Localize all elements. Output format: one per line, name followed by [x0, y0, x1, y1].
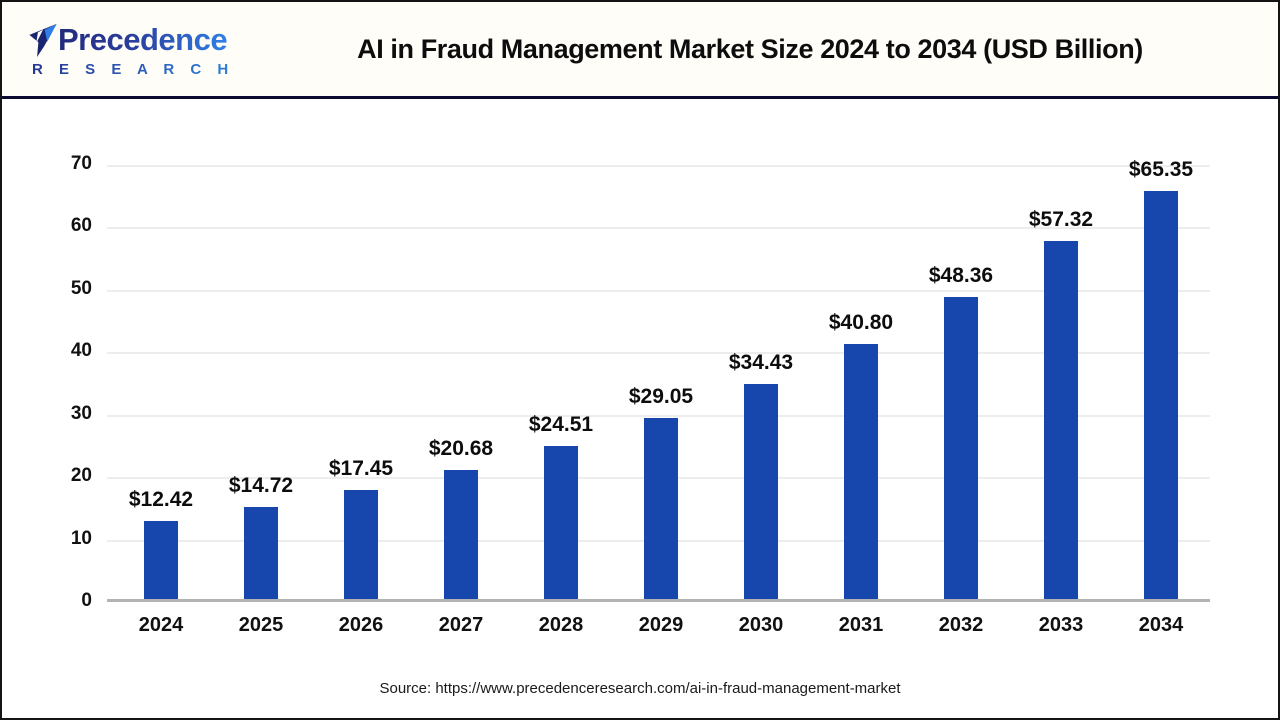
x-axis-tick-label: 2034 [1138, 614, 1184, 636]
bar-value-label: $40.80 [828, 311, 894, 335]
bar-2026 [344, 490, 378, 599]
gridline [107, 289, 1210, 292]
y-axis-tick-label: 0 [81, 590, 92, 611]
plot-area: $12.42 $14.72 $17.45 $20.68 $24.51 $29.05 $34.… [107, 158, 1210, 602]
bar-2025 [244, 507, 278, 599]
bar-value-label: $48.36 [928, 264, 994, 288]
y-axis-tick-label: 40 [70, 340, 92, 362]
x-axis-tick-label: 2030 [738, 614, 784, 636]
bar-value-label: $17.45 [328, 457, 394, 481]
y-axis-tick-label: 50 [70, 277, 92, 299]
bar-value-label: $20.68 [428, 436, 494, 460]
x-axis-tick-label: 2033 [1038, 614, 1084, 636]
logo-brand-subtitle: R E S E A R C H [26, 61, 252, 78]
y-axis-tick-label: 30 [70, 402, 92, 424]
bar-value-label: $12.42 [128, 488, 194, 512]
gridline [107, 414, 1210, 417]
x-axis-tick-label: 2029 [638, 614, 684, 636]
bar-value-label: $65.35 [1128, 158, 1194, 182]
y-axis-tick-label: 60 [70, 215, 92, 237]
bar-2028 [544, 446, 578, 599]
bar-value-label: $57.32 [1028, 208, 1094, 232]
page-title: AI in Fraud Management Market Size 2024 … [357, 33, 1143, 64]
y-axis-tick-label: 70 [70, 153, 92, 174]
gridline [107, 165, 1210, 167]
x-axis-tick-label: 2032 [938, 614, 984, 636]
precedence-logo-icon [29, 23, 57, 57]
gridline [107, 227, 1210, 230]
bar-2027 [444, 469, 478, 599]
bar-2029 [644, 417, 678, 599]
logo-brand-name: Precedence [58, 22, 228, 57]
x-axis-tick-label: 2027 [438, 614, 484, 636]
x-axis-tick-label: 2024 [138, 614, 184, 636]
x-axis-tick-label: 2031 [838, 614, 884, 636]
x-axis-tick-label: 2025 [238, 614, 284, 636]
bar-2033 [1044, 241, 1078, 599]
bar-value-label: $29.05 [628, 384, 694, 408]
bar-2031 [844, 344, 878, 599]
gridline [107, 352, 1210, 355]
x-axis-tick-label: 2026 [338, 614, 384, 636]
y-axis-tick-label: 20 [70, 465, 92, 487]
bar-2030 [744, 384, 778, 599]
bar-2034 [1144, 191, 1178, 599]
precedence-logo: Precedence R E S E A R C H [2, 21, 252, 78]
bar-2032 [944, 297, 978, 599]
bar-value-label: $14.72 [228, 474, 294, 498]
bar-value-label: $34.43 [728, 351, 794, 375]
x-axis-tick-label: 2028 [538, 614, 584, 636]
chart-section: $12.42 $14.72 $17.45 $20.68 $24.51 $29.05 $34.… [2, 102, 1278, 662]
y-axis-tick-label: 10 [70, 527, 92, 549]
bar-2024 [144, 521, 178, 599]
source-text: Source: https://www.precedenceresearch.c… [379, 680, 901, 697]
bar-value-label: $24.51 [528, 413, 594, 436]
header: Precedence R E S E A R C H AI in Fraud M… [2, 2, 1278, 99]
